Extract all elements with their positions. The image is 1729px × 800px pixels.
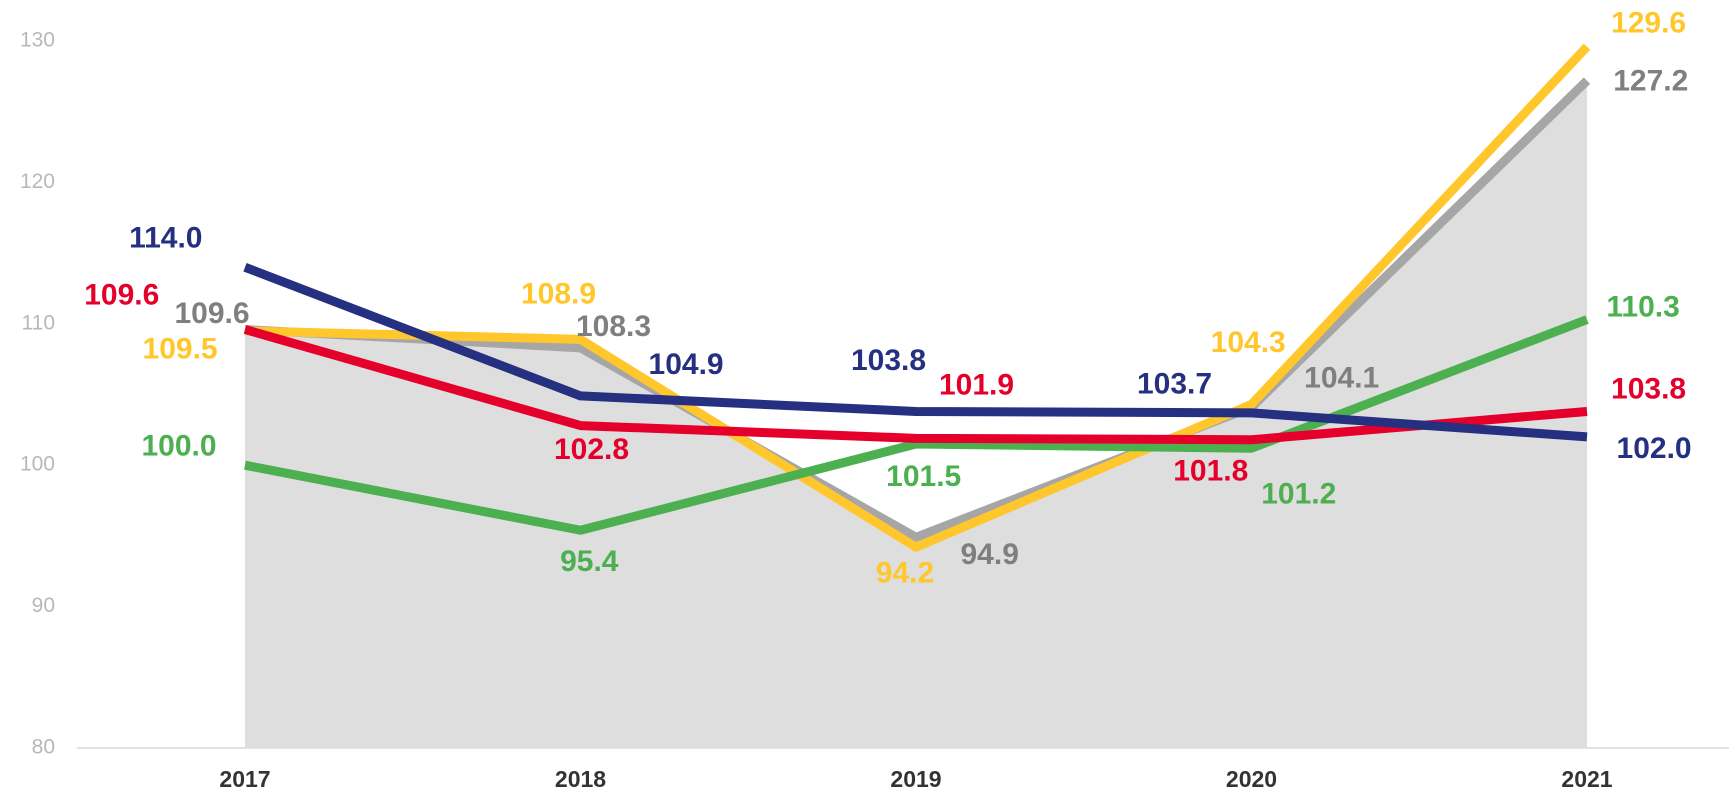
value-label: 101.2 <box>1261 477 1336 510</box>
y-tick-label: 90 <box>32 594 55 617</box>
x-tick-label: 2018 <box>555 766 606 792</box>
line <box>244 43 1591 552</box>
value-label: 108.9 <box>521 277 596 310</box>
x-tick-label: 2020 <box>1226 766 1277 792</box>
value-label: 101.9 <box>939 369 1014 402</box>
value-label: 94.9 <box>961 538 1019 571</box>
value-label: 101.5 <box>886 460 961 493</box>
value-label: 104.1 <box>1304 362 1379 395</box>
value-label: 95.4 <box>560 545 619 578</box>
value-label: 127.2 <box>1613 65 1688 98</box>
value-label: 109.6 <box>84 278 159 311</box>
x-tick-label: 2019 <box>890 766 941 792</box>
value-label: 114.0 <box>129 222 202 255</box>
value-label: 102.8 <box>554 433 629 466</box>
value-label: 104.9 <box>649 348 724 381</box>
value-label: 104.3 <box>1211 326 1286 359</box>
value-label: 103.7 <box>1137 367 1212 400</box>
x-tick-label: 2021 <box>1561 766 1612 792</box>
x-tick-label: 2017 <box>219 766 270 792</box>
area <box>245 80 1587 749</box>
value-label: 110.3 <box>1606 290 1679 323</box>
y-tick-label: 120 <box>20 170 55 193</box>
value-label: 103.8 <box>851 344 926 377</box>
value-label: 94.2 <box>876 557 934 590</box>
line <box>243 263 1588 442</box>
y-tick-label: 130 <box>20 29 55 52</box>
line <box>243 325 1588 445</box>
value-label: 103.8 <box>1611 372 1686 405</box>
value-label: 129.6 <box>1611 7 1686 40</box>
value-label: 109.6 <box>174 297 249 330</box>
value-label: 108.3 <box>576 310 651 343</box>
value-label: 100.0 <box>141 430 216 463</box>
value-label: 102.0 <box>1617 432 1692 465</box>
value-label: 109.5 <box>143 333 218 366</box>
y-tick-label: 110 <box>22 311 55 334</box>
line <box>244 77 1591 542</box>
y-tick-label: 100 <box>20 453 55 476</box>
value-label: 101.8 <box>1173 455 1248 488</box>
line <box>244 315 1589 535</box>
y-tick-label: 80 <box>32 736 55 759</box>
